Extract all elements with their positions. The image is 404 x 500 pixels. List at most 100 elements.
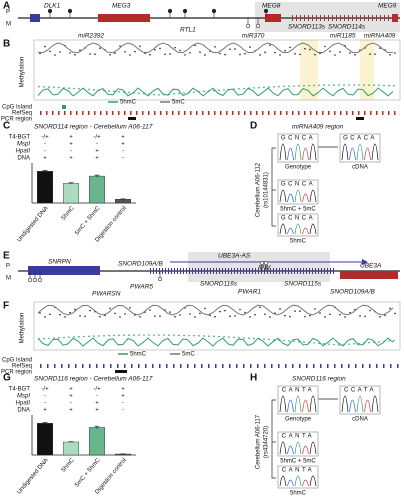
methylation-dot [159, 315, 161, 317]
exon-tick [306, 268, 307, 274]
lollipop [255, 23, 261, 29]
panel-letter: B [3, 39, 10, 50]
methylation-dot [263, 86, 265, 89]
gene-box [340, 271, 398, 279]
methylation-dot [43, 337, 45, 340]
exon-tick [291, 268, 292, 274]
exon-tick [258, 268, 259, 274]
methylation-dot [119, 45, 121, 47]
exon-tick [332, 15, 333, 21]
treatment-label: HpaII [16, 401, 31, 407]
methylation-dot [384, 314, 386, 317]
chromatogram-peak [309, 189, 317, 203]
exon-tick [330, 268, 331, 274]
bar [114, 198, 131, 204]
chromatogram-box [277, 465, 319, 489]
track-tick [376, 364, 378, 368]
exon-tick [352, 15, 353, 21]
methylation-dot [289, 46, 291, 49]
chromatogram-peak [279, 395, 287, 413]
track-tick [334, 364, 336, 368]
methylation-dot [143, 334, 145, 336]
methylation-dot [219, 310, 221, 313]
methylation-dot [328, 84, 330, 86]
methylation-dot [168, 334, 170, 336]
track-tick [52, 111, 54, 115]
track-tick [166, 111, 168, 115]
treatment-cell: -/+ [93, 387, 101, 393]
x-tick-label: 5hmC [61, 457, 76, 474]
strand-label: M [6, 276, 11, 282]
methylation-dot [338, 84, 340, 86]
treatment-cell: + [121, 135, 125, 141]
exon-tick [180, 268, 181, 274]
lollipop [259, 260, 265, 266]
plot-frame [33, 39, 401, 101]
methylation-dot [329, 50, 331, 53]
x-tick-label: 5hmC [61, 205, 76, 222]
track-tick [201, 364, 203, 368]
methylation-dot [348, 343, 350, 346]
methylation-dot [124, 313, 126, 315]
methylation-dot [53, 86, 55, 89]
methylation-dot [38, 85, 40, 88]
track-tick [370, 111, 372, 115]
methylation-dot [184, 54, 186, 56]
gene-label: miR2392 [78, 33, 104, 40]
snp-label: (rs4344720) [264, 426, 270, 458]
methylation-dot [129, 54, 131, 56]
methylation-dot [299, 310, 301, 312]
track-tick [390, 364, 392, 368]
track-tick [64, 111, 66, 115]
methylation-dot [263, 338, 265, 340]
methylation-dot [269, 316, 271, 318]
track-tick [292, 111, 294, 115]
methylation-dot [124, 50, 126, 53]
methylation-dot [348, 84, 350, 86]
track-tick [82, 364, 84, 368]
gene-box [392, 14, 398, 22]
methylation-dot [219, 52, 221, 55]
gene-label: SNRPN [48, 259, 71, 266]
methylation-dot [109, 307, 111, 310]
chromatogram-peak [364, 147, 371, 161]
track-tick [196, 111, 198, 115]
methylation-dot [309, 48, 311, 51]
methylation-dot [48, 337, 50, 340]
methylation-dot [244, 52, 246, 55]
methylation-dot [313, 84, 315, 87]
methylation-dot [299, 53, 301, 56]
methylation-dot [203, 90, 205, 93]
chromatogram-peak [309, 223, 317, 235]
track-label: PCR region [1, 370, 32, 376]
methylation-dot [229, 48, 231, 51]
methylation-dot [89, 53, 91, 55]
methylation-dot [283, 85, 285, 88]
axis-label: Methylation [20, 57, 26, 88]
track-tick [208, 364, 210, 368]
methylation-dot [234, 48, 236, 50]
track-tick [243, 364, 245, 368]
track-tick [112, 111, 114, 115]
methylation-dot [218, 335, 220, 338]
track-tick [285, 364, 287, 368]
chromatogram-peak [349, 399, 356, 413]
treatment-label: HpaII [16, 149, 31, 155]
track-tick [68, 364, 70, 368]
track-tick [292, 364, 294, 368]
methylation-dot [244, 311, 246, 314]
gene-label: SNORD109A/B [118, 261, 163, 268]
methylation-dot [274, 312, 276, 314]
lollipop [157, 276, 163, 282]
treatment-cell: + [95, 156, 99, 162]
methylation-dot [173, 92, 175, 95]
methylation-dot [154, 315, 156, 317]
methylation-dot [303, 84, 305, 87]
imprinted-region [188, 252, 330, 282]
methylation-dot [183, 334, 185, 337]
exon-tick [270, 268, 271, 274]
methylation-dot [113, 90, 115, 93]
treatment-cell: - [122, 408, 124, 414]
lollipop [245, 23, 251, 29]
chromatogram-box [277, 431, 319, 457]
